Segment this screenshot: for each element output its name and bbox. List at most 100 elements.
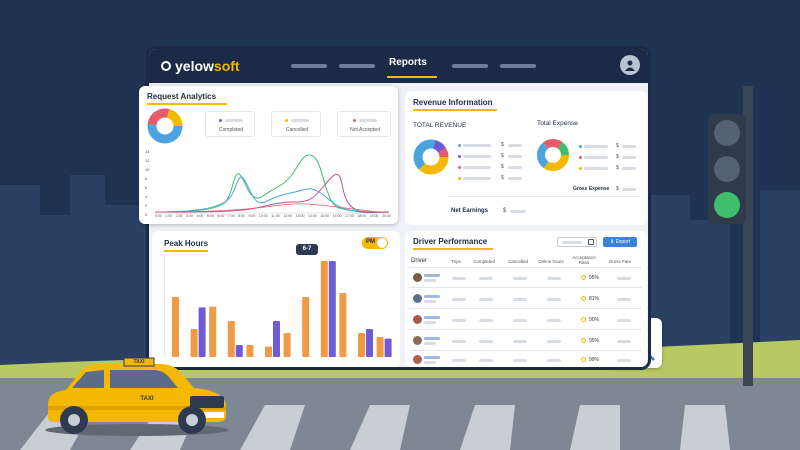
peak-bar[interactable] [328, 261, 336, 357]
driver-avatar [413, 315, 422, 324]
export-button[interactable]: ⬇ Export [603, 237, 637, 247]
request-analytics-title: Request Analytics [147, 92, 217, 101]
peak-bar[interactable] [246, 345, 254, 357]
taxi-door-label: TAXI [140, 396, 154, 402]
download-icon: ⬇ [609, 239, 616, 245]
total-revenue-label: TOTAL REVENUE [413, 122, 467, 129]
peak-bar[interactable] [209, 306, 217, 357]
table-row[interactable]: 95% [409, 268, 642, 288]
legend-completed-label: Completed [218, 127, 244, 133]
export-label: Export [615, 239, 631, 245]
top-bar: yelow soft Reports [149, 49, 648, 83]
col-cancelled[interactable]: Cancelled [507, 259, 528, 264]
peak-bar[interactable] [358, 333, 365, 357]
table-row[interactable]: 90% [409, 310, 642, 330]
peak-highlight-label: 6-7 [302, 246, 312, 252]
user-avatar[interactable] [620, 55, 640, 75]
date-picker[interactable] [557, 237, 597, 247]
revenue-donut [413, 139, 449, 175]
green-light-icon [714, 192, 740, 218]
table-row[interactable]: 99% [409, 352, 642, 366]
ratio-ring-icon [581, 296, 586, 301]
gross-expense-label: Gross Expense [573, 186, 610, 192]
brand-suffix: soft [213, 58, 240, 74]
revenue-card: Revenue Information TOTAL REVENUE Total … [405, 91, 647, 225]
request-analytics-card: Request Analytics Completed Cancelled No… [139, 86, 398, 224]
peak-hours-chart [164, 255, 392, 357]
driver-performance-card: Driver Performance ⬇ Export Driver Trips… [405, 231, 647, 367]
nav-item-reports[interactable]: Reports [389, 57, 427, 68]
gross-expense-currency: $ [616, 186, 619, 192]
request-donut [147, 108, 183, 144]
legend-not-accepted-label: Not Accepted [350, 127, 380, 133]
x-axis-ticks: 0:00 1:00 2:00 3:00 4:00 5:00 6:00 7:00 … [155, 214, 391, 218]
amber-light-icon [714, 156, 740, 182]
acceptance-ratio: 99% [589, 357, 600, 363]
col-online-hours[interactable]: Online hours [538, 259, 564, 264]
table-row[interactable]: 95% [409, 331, 642, 351]
table-row[interactable]: 81% [409, 289, 642, 309]
revenue-currency-1: $ [501, 142, 504, 148]
expense-currency-3: $ [616, 165, 619, 171]
brand-prefix: yelow [175, 58, 214, 74]
peak-bar[interactable] [190, 329, 198, 357]
series-notaccepted-line [154, 173, 390, 214]
driver-avatar [413, 336, 422, 345]
peak-bar[interactable] [172, 297, 179, 357]
nav-active-underline [387, 76, 437, 78]
expense-currency-2: $ [616, 154, 619, 160]
brand-logo[interactable]: yelow soft [161, 58, 240, 74]
peak-bar[interactable] [198, 307, 206, 357]
expense-currency-1: $ [616, 143, 619, 149]
peak-hours-card: Peak Hours PM 6-7 [152, 231, 400, 367]
toggle-label: PM [366, 239, 375, 245]
traffic-light [708, 86, 758, 386]
ratio-ring-icon [581, 338, 586, 343]
revenue-currency-4: $ [501, 175, 504, 181]
col-trips[interactable]: Trips [451, 259, 461, 264]
taxi-car: TAXI TAXI [42, 356, 232, 436]
nav-item-1[interactable] [291, 64, 327, 68]
user-icon [625, 60, 635, 71]
taxi-roof-sign: TAXI [133, 359, 145, 365]
peak-bar[interactable] [376, 337, 384, 357]
legend-not-accepted[interactable]: Not Accepted [337, 111, 391, 137]
revenue-currency-2: $ [501, 153, 504, 159]
request-line-chart [154, 154, 390, 214]
peak-bar[interactable] [366, 329, 373, 357]
revenue-currency-3: $ [501, 164, 504, 170]
peak-bar[interactable] [273, 321, 280, 357]
peak-bar[interactable] [265, 346, 272, 357]
y-axis-ticks: 14 12 10 8 6 4 2 0 [145, 149, 150, 217]
peak-bar[interactable] [320, 261, 328, 357]
dashboard-window: yelow soft Reports Revenue Information TO… [146, 46, 651, 370]
peak-bar[interactable] [283, 333, 291, 357]
series-cancelled-line [154, 176, 390, 213]
legend-cancelled-label: Cancelled [285, 127, 309, 133]
total-expense-label: Total Expense [537, 120, 578, 127]
col-gross-fare[interactable]: Gross Fare [608, 259, 632, 264]
nav-item-3[interactable] [452, 64, 488, 68]
legend-cancelled[interactable]: Cancelled [271, 111, 321, 137]
peak-bar[interactable] [384, 338, 392, 357]
driver-avatar [413, 294, 422, 303]
driver-avatar [413, 355, 422, 364]
col-acceptance-ratio[interactable]: Acceptance Ratio [572, 255, 596, 265]
driver-avatar [413, 273, 422, 282]
driver-performance-title: Driver Performance [413, 237, 488, 246]
col-completed[interactable]: Completed [473, 259, 495, 264]
peak-bar[interactable] [339, 293, 347, 357]
nav-item-4[interactable] [500, 64, 536, 68]
series-completed-line [154, 154, 390, 213]
nav-item-2[interactable] [339, 64, 375, 68]
net-earnings-currency: $ [503, 208, 507, 214]
peak-bar[interactable] [235, 345, 243, 357]
revenue-title: Revenue Information [413, 98, 493, 107]
col-driver[interactable]: Driver [411, 258, 427, 264]
peak-bar[interactable] [302, 297, 310, 357]
peak-bar[interactable] [227, 321, 235, 357]
legend-completed[interactable]: Completed [205, 111, 255, 137]
am-pm-toggle[interactable]: PM [362, 237, 388, 249]
acceptance-ratio: 95% [589, 275, 600, 281]
